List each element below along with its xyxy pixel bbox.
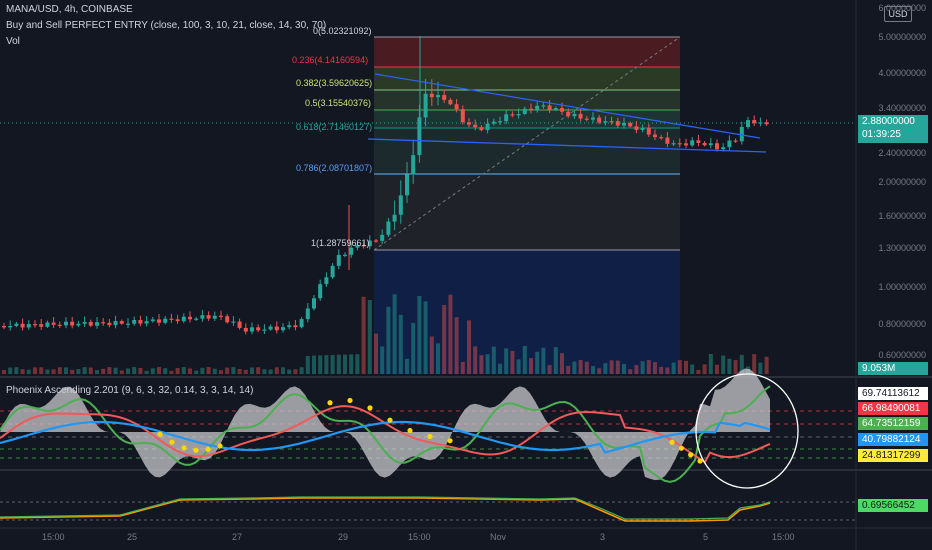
fib-label-0618[interactable]: 0.618(2.71460127): [296, 122, 373, 132]
volume-bars: [2, 294, 769, 374]
price-label: 1.60000000: [878, 211, 926, 221]
osc-value-green: 64.73512159: [858, 417, 928, 430]
time-label: Nov: [490, 532, 507, 542]
price-label: 3.40000000: [878, 103, 926, 113]
fib-label-0[interactable]: 0(5.02321092): [313, 26, 372, 36]
price-label: 1.00000000: [878, 282, 926, 292]
time-label: 3: [600, 532, 606, 542]
price-label: 6.00000000: [878, 3, 926, 13]
oscillator-title[interactable]: Phoenix Ascending 2.201 (9, 6, 3, 32, 0.…: [6, 385, 254, 396]
trendline-lower[interactable]: [367, 138, 767, 153]
indicator-legend[interactable]: Buy and Sell PERFECT ENTRY (close, 100, …: [6, 20, 327, 31]
fib-label-0236[interactable]: 0.236(4.14160594): [292, 55, 369, 65]
fib-label-0382[interactable]: 0.382(3.59620625): [296, 78, 373, 88]
time-label: 15:00: [42, 532, 65, 542]
symbol-title[interactable]: MANA/USD, 4h, COINBASE: [6, 4, 133, 15]
currency-button[interactable]: USD: [884, 6, 912, 22]
price-label: 2.40000000: [878, 148, 926, 158]
time-label: 15:00: [772, 532, 795, 542]
time-label: 15:00: [408, 532, 431, 542]
time-label: 27: [232, 532, 243, 542]
current-price-value: 2.88000000: [862, 116, 915, 127]
time-label: 5: [703, 532, 709, 542]
volume-value-tag: 9.053M: [858, 362, 928, 375]
osc-value-white: 69.74113612: [858, 387, 928, 400]
price-label: 0.60000000: [878, 350, 926, 360]
trendline-upper[interactable]: [374, 73, 761, 139]
annotation-ellipse[interactable]: [695, 373, 799, 489]
price-label: 1.30000000: [878, 243, 926, 253]
price-label: 4.00000000: [878, 68, 926, 78]
bar-countdown: 01:39:25: [862, 129, 901, 140]
osc-value-blue: 40.79882124: [858, 433, 928, 446]
fib-label-1[interactable]: 1(1.28759661): [311, 238, 370, 248]
volume-legend[interactable]: Vol: [6, 36, 20, 47]
fib-label-05[interactable]: 0.5(3.15540376): [305, 98, 372, 108]
time-label: 29: [338, 532, 349, 542]
time-label: 25: [127, 532, 138, 542]
current-price-tag[interactable]: 2.88000000 01:39:25: [858, 115, 928, 143]
fib-label-0786[interactable]: 0.786(2.08701807): [296, 163, 373, 173]
osc-value-yellow: 24.81317299: [858, 449, 928, 462]
price-label: 2.00000000: [878, 177, 926, 187]
osc-value-red: 66.98490081: [858, 402, 928, 415]
price-label: 0.80000000: [878, 319, 926, 329]
candlesticks[interactable]: [2, 36, 769, 335]
sub-indicator-pane[interactable]: [0, 496, 856, 522]
price-label: 5.00000000: [878, 32, 926, 42]
fib-retracement[interactable]: [373, 36, 681, 374]
oscillator-pane[interactable]: [0, 368, 856, 489]
sub-indicator-value: 0.69566452: [858, 499, 928, 512]
